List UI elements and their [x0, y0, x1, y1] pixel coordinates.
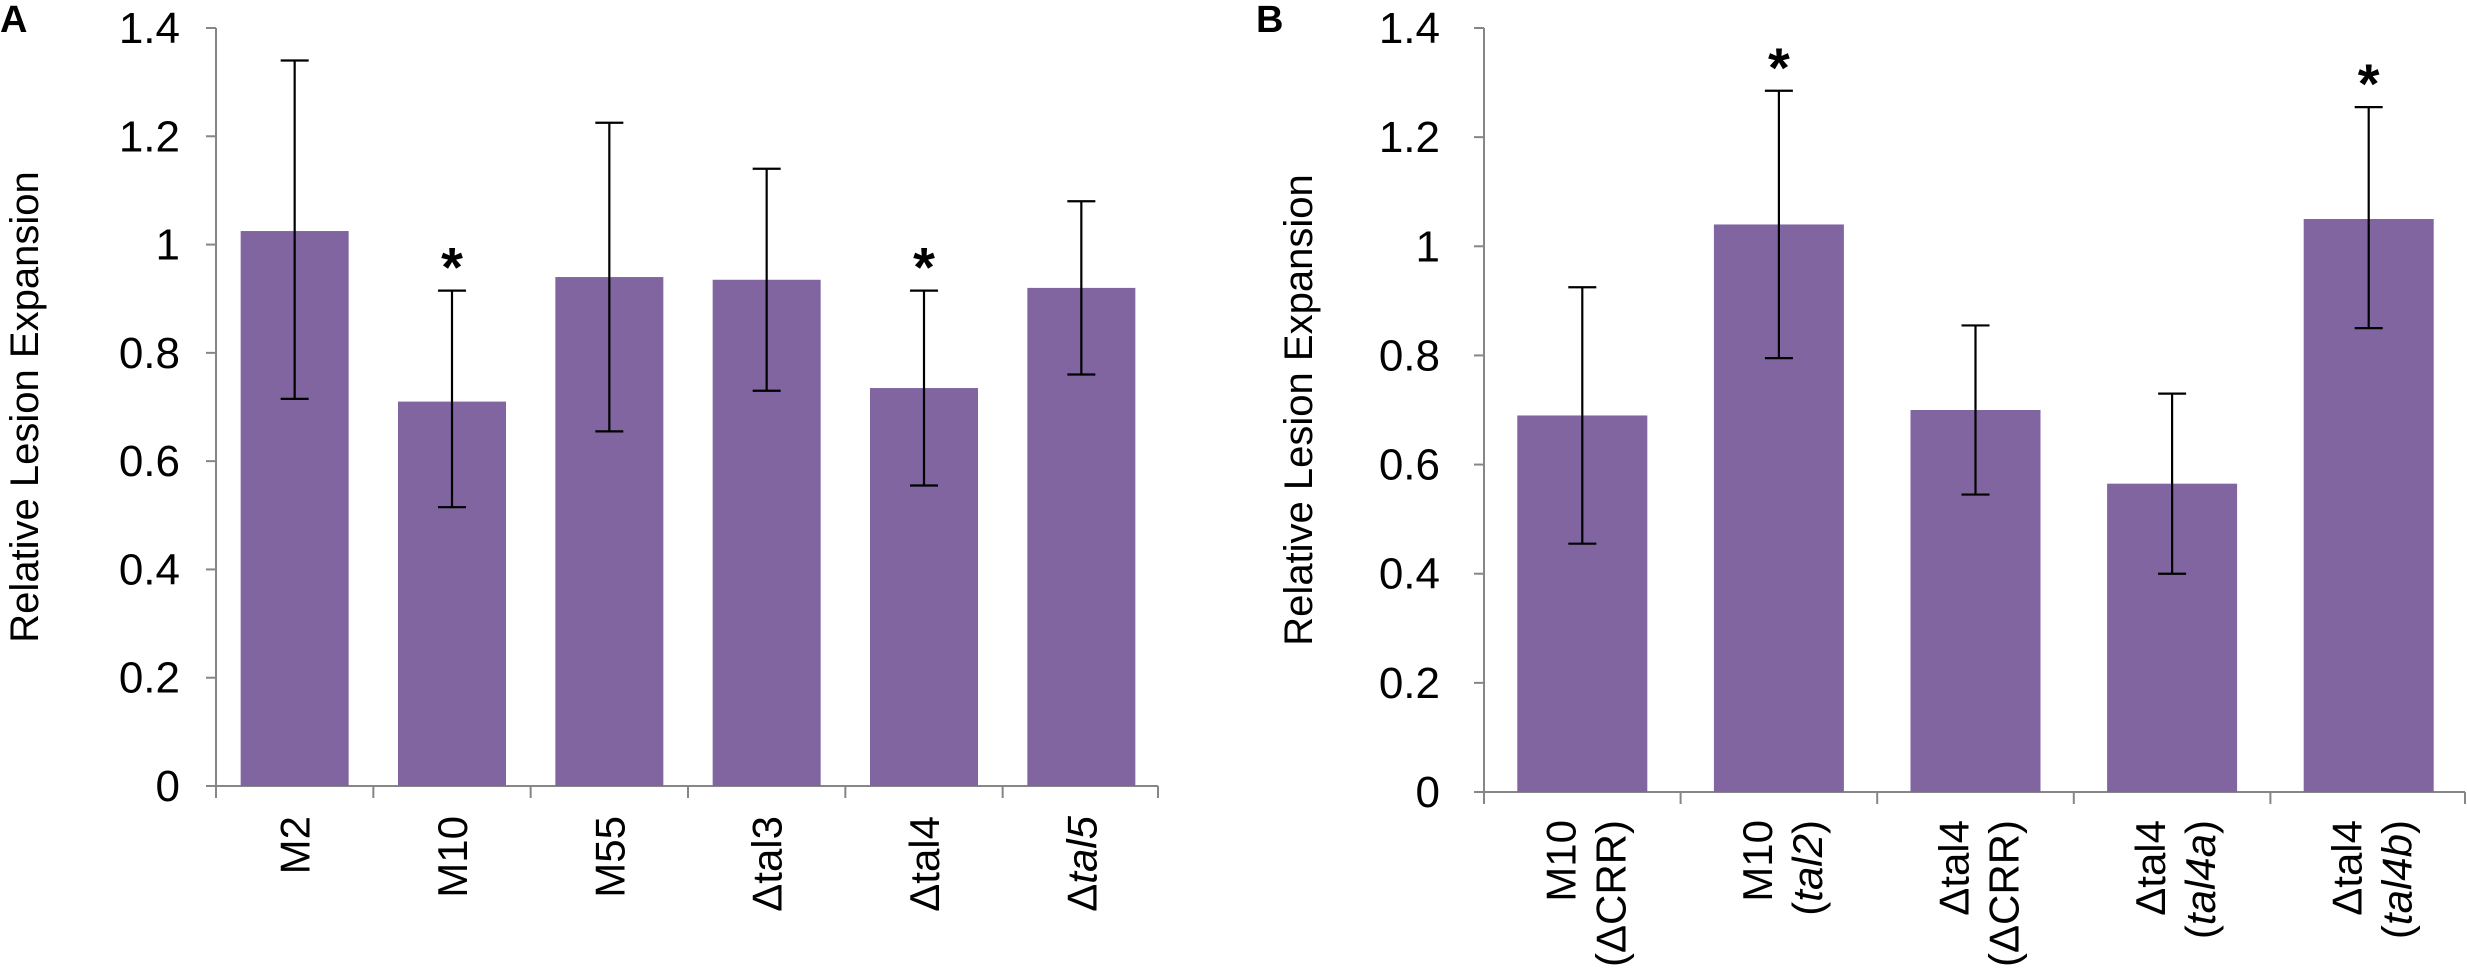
label-text: (ΔCRR)	[1587, 820, 1634, 967]
label-text: M55	[586, 816, 633, 898]
label-text: Δ	[1058, 884, 1105, 912]
label-text: Δtal4	[2324, 820, 2371, 916]
y-tick-label: 0.2	[119, 654, 180, 703]
x-category-label: Δtal4(tal4a)	[2127, 820, 2224, 939]
x-category-label-line: Δtal4	[2324, 820, 2371, 916]
x-category-label: M10 (ΔCRR)	[1537, 820, 1634, 967]
y-tick-label: 0	[156, 762, 180, 811]
x-category-label: M10(tal2)	[1734, 820, 1831, 916]
label-text: M10	[1537, 820, 1584, 902]
x-category-label: Δtal4(tal4b)	[2324, 820, 2421, 939]
significance-marker: *	[913, 236, 935, 299]
y-tick-label: 0	[1416, 768, 1440, 817]
italic-text: tal5	[1058, 815, 1105, 883]
x-category-label-line: (ΔCRR)	[1587, 820, 1634, 967]
panel-a-letter: A	[0, 0, 27, 41]
significance-marker: *	[1768, 36, 1790, 99]
y-axis-label: Relative Lesion Expansion	[3, 171, 47, 642]
italic-text: tal4b	[2374, 834, 2421, 925]
label-text: (	[2374, 925, 2421, 939]
label-text: Δtal4	[2127, 820, 2174, 916]
x-category-label: Δtal5	[1058, 815, 1105, 911]
label-text: (	[1784, 902, 1831, 916]
x-category-label-line: Δtal3	[744, 816, 791, 912]
label-text: )	[2177, 820, 2224, 834]
y-axis-label: Relative Lesion Expansion	[1277, 174, 1321, 645]
x-category-label-line: (ΔCRR)	[1981, 820, 2028, 967]
label-text: Δtal4	[1931, 820, 1978, 916]
y-tick-label: 0.6	[1379, 441, 1440, 490]
x-category-label-line: M55	[586, 816, 633, 898]
x-category-label-line: Δtal4	[1931, 820, 1978, 916]
x-category-label-line: (tal4b)	[2374, 820, 2421, 939]
panel-b-chart: B Relative Lesion Expansion 0 0.2 0.4 0.6 0.8…	[1256, 0, 2466, 967]
label-text: (ΔCRR)	[1981, 820, 2028, 967]
x-category-label-line: Δtal4	[901, 816, 948, 912]
y-tick-label: 1	[1416, 222, 1440, 271]
x-category-label-line: M2	[272, 816, 319, 874]
italic-text: tal2	[1784, 834, 1831, 902]
y-tick-label: 0.8	[1379, 331, 1440, 380]
x-category-label: M55	[586, 816, 633, 898]
x-category-label: M10	[429, 816, 476, 898]
label-text: M10	[429, 816, 476, 898]
label-text: M2	[272, 816, 319, 874]
x-category-label-line: (tal2)	[1784, 820, 1831, 916]
y-tick-label: 0.4	[1379, 550, 1440, 599]
y-tick-label: 0.4	[119, 545, 180, 594]
label-text: Δtal4	[901, 816, 948, 912]
label-text: M10	[1734, 820, 1781, 902]
panel-b-letter: B	[1256, 0, 1283, 41]
label-text: Δtal3	[744, 816, 791, 912]
label-text: (	[2177, 925, 2224, 939]
panel-a-chart: A Relative Lesion Expansion 0 0.2 0.4 0.6 0.8…	[0, 0, 1159, 912]
x-category-label: Δtal3	[744, 816, 791, 912]
x-category-label-line: (tal4a)	[2177, 820, 2224, 939]
y-tick-label: 0.6	[119, 437, 180, 486]
label-text: )	[2374, 820, 2421, 834]
x-category-label-line: M10	[429, 816, 476, 898]
x-category-label: M2	[272, 816, 319, 874]
significance-marker: *	[441, 236, 463, 299]
y-tick-label: 1	[156, 221, 180, 270]
x-category-label-line: M10	[1537, 820, 1584, 902]
label-text: )	[1784, 820, 1831, 834]
x-category-label-line: Δtal5	[1058, 815, 1105, 911]
y-tick-label: 1.4	[119, 4, 180, 53]
italic-text: tal4a	[2177, 834, 2224, 925]
y-tick-label: 1.4	[1379, 4, 1440, 53]
y-tick-label: 1.2	[119, 112, 180, 161]
x-category-label: Δtal4	[901, 816, 948, 912]
x-category-label: Δtal4 (ΔCRR)	[1931, 820, 2028, 967]
x-category-label-line: Δtal4	[2127, 820, 2174, 916]
significance-marker: *	[2358, 52, 2380, 115]
y-tick-label: 0.8	[119, 329, 180, 378]
y-tick-label: 1.2	[1379, 113, 1440, 162]
x-category-label-line: M10	[1734, 820, 1781, 902]
y-tick-label: 0.2	[1379, 659, 1440, 708]
